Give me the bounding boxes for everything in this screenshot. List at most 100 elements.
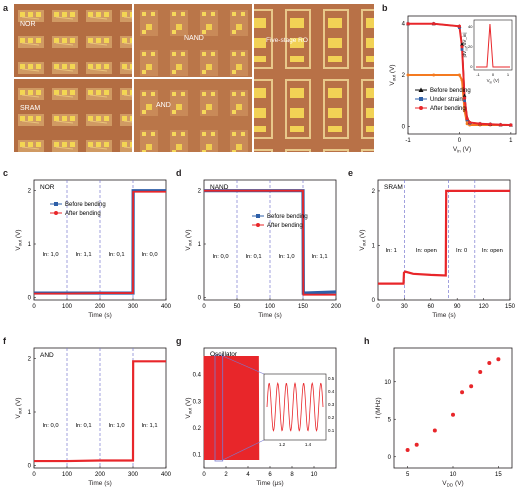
y-tick-label: 1 <box>372 243 376 249</box>
sram-photo <box>14 79 132 152</box>
x-tick-label: -1 <box>405 138 411 144</box>
x-tick-label: 120 <box>479 304 490 310</box>
x-tick-label: 300 <box>128 304 139 310</box>
data-point <box>405 448 410 452</box>
legend-label: After bending <box>65 211 101 217</box>
y-tick-label: 0.1 <box>193 453 202 459</box>
data-point-orange <box>465 122 469 126</box>
data-point <box>460 390 465 395</box>
chart-c: 0 100 200 300 400 0 1 2 Time (s) Vout (V) Before b… <box>15 179 172 319</box>
state-label: In: 0,1 <box>75 423 91 429</box>
y-tick-label: 4 <box>402 22 406 28</box>
x-tick-label: 400 <box>161 472 172 478</box>
legend-label: After bending <box>430 106 466 112</box>
series-line-after <box>34 190 166 295</box>
series-line <box>34 360 166 463</box>
x-axis-label: Time (s) <box>432 312 456 319</box>
legend-label: Before bending <box>430 88 471 94</box>
inset-y-tick: 0.2 <box>328 415 335 420</box>
inset-y-tick: 0.4 <box>328 389 335 394</box>
legend-marker <box>54 202 58 206</box>
photo-label-ro: Five-stage RO <box>266 37 308 44</box>
data-point-after <box>432 22 436 26</box>
inset-y-tick: 0.1 <box>328 428 335 433</box>
zoom-box <box>214 354 224 462</box>
y-tick-label: 1 <box>28 242 32 248</box>
inset-y-label: |dVout/dV_in| <box>462 33 469 58</box>
and-photo <box>134 79 252 152</box>
x-tick-label: 100 <box>62 304 73 310</box>
panel-label: NOR <box>40 184 55 191</box>
y-tick-label: 0 <box>198 295 202 301</box>
y-tick-label: 1 <box>28 410 32 416</box>
x-axis-label: Time (μs) <box>256 480 283 487</box>
panel-label: AND <box>40 352 54 359</box>
data-point <box>432 428 437 433</box>
data-point <box>478 370 483 374</box>
state-label: In: 1,1 <box>141 423 157 429</box>
y-tick-label: 0.3 <box>193 399 202 405</box>
y-axis-label: Vout (V) <box>185 397 193 418</box>
y-tick-label: 2 <box>28 357 32 363</box>
chart-g: 0 2 4 6 8 10 0.1 0.2 0.3 0.4 Time (μs) Vout (V) 1.2 1… <box>185 347 337 487</box>
y-tick-label: 2 <box>198 189 202 195</box>
y-tick-label: 0 <box>28 463 32 469</box>
photo-label-sram: SRAM <box>20 105 40 112</box>
y-tick-label: 0 <box>388 455 392 461</box>
data-point <box>414 442 419 447</box>
x-tick-label: 300 <box>128 472 139 478</box>
x-tick-label: 50 <box>234 304 241 310</box>
x-tick-label: 0 <box>32 472 36 478</box>
data-point-strain <box>460 47 464 51</box>
data-point <box>487 361 492 365</box>
y-tick-label: 10 <box>384 380 391 386</box>
series-line <box>378 189 510 285</box>
data-point-after <box>509 123 513 127</box>
inset-gain-curve <box>476 23 510 68</box>
panel-letter-b: b <box>382 3 388 13</box>
data-point-after <box>465 117 469 121</box>
x-tick-label: 30 <box>401 304 408 310</box>
inset-x-tick: 1.2 <box>279 442 286 447</box>
legend-label: After bending <box>267 223 303 229</box>
y-axis-label: Vout (V) <box>15 229 23 250</box>
inset-waveform <box>266 382 324 432</box>
x-tick-label: 400 <box>161 304 172 310</box>
nor-photo <box>14 4 132 77</box>
panel-letter-e: e <box>348 168 354 178</box>
panel-label: Oscillator <box>210 351 238 358</box>
panel-letter-a: a <box>3 3 9 13</box>
state-label: In: 1,0 <box>42 252 58 258</box>
x-tick-label: 90 <box>454 304 461 310</box>
state-label: In: 1,1 <box>75 252 91 258</box>
state-label: In: 0 <box>456 248 467 254</box>
x-tick-label: 8 <box>290 472 294 478</box>
x-tick-label: 150 <box>505 304 516 310</box>
x-tick-label: 4 <box>246 472 250 478</box>
oscillation-signal <box>203 355 260 461</box>
y-axis-label: Vout (V) <box>359 229 367 250</box>
data-point-after <box>462 96 467 100</box>
ring-oscillator-photo <box>254 4 374 152</box>
state-label: In: 1,0 <box>278 254 294 260</box>
panel-letter-f: f <box>3 336 6 346</box>
state-label: In: 0,1 <box>108 252 124 258</box>
inset-x-tick: -1 <box>476 72 480 77</box>
legend-label: Before bending <box>267 214 308 220</box>
photo-label-and: AND <box>156 102 171 109</box>
legend-label: Under strain <box>430 97 463 103</box>
zoom-connector <box>222 439 265 461</box>
panel-label: NAND <box>210 184 229 191</box>
x-axis-label: Time (s) <box>88 312 112 319</box>
chart-f: 0 100 200 300 400 0 1 2 Time (s) Vout (V) In: 0,0 I… <box>15 347 172 487</box>
inset-y-tick: 0 <box>470 64 473 69</box>
state-label: In: 0,0 <box>141 252 157 258</box>
data-point-after <box>478 122 482 126</box>
plot-frame <box>393 347 513 469</box>
x-tick-label: 0 <box>202 472 206 478</box>
inset-y-tick: 20 <box>468 44 473 49</box>
device-photos: NOR NAND Five-stage RO SRAM AND <box>14 4 374 152</box>
zoom-connector <box>222 355 265 375</box>
y-axis-label: f (MHz) <box>375 397 382 418</box>
y-tick-label: 0 <box>372 298 376 304</box>
